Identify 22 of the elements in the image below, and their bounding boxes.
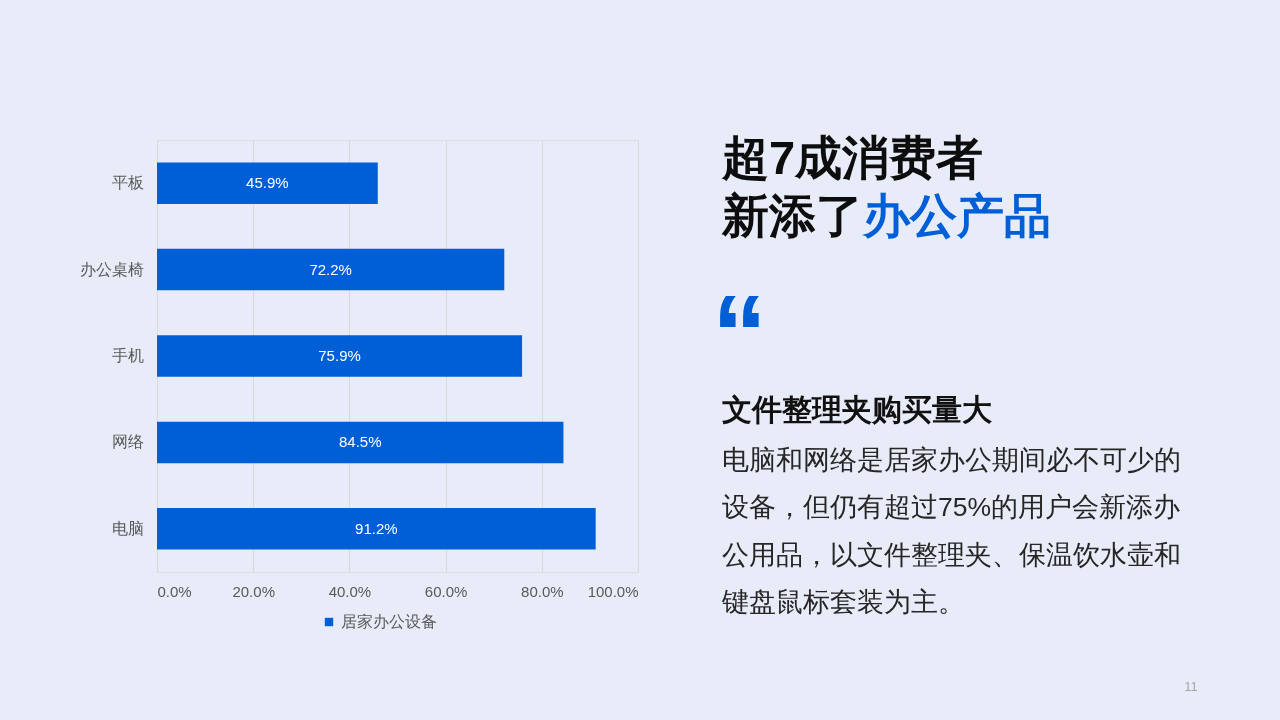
x-tick-label: 20.0% [232, 582, 275, 600]
text: 文件整理夹购买量大 [722, 393, 993, 426]
y-tick-label: 办公桌椅 [79, 260, 144, 278]
x-tick-label: 40.0% [328, 582, 372, 600]
text: “ [712, 272, 767, 395]
data-label: 91.2% [355, 519, 398, 537]
data-label: 84.5% [338, 433, 382, 451]
y-tick-label: 网络 [111, 433, 144, 451]
data-label: 72.2% [309, 260, 352, 278]
data-label: 45.9% [246, 174, 289, 192]
y-tick-label: 手机 [111, 347, 144, 364]
text: 超7成消费者新添了办公产品 [721, 131, 1051, 242]
x-tick-label: 100.0% [587, 582, 639, 600]
y-tick-label: 平板 [111, 174, 144, 192]
data-label: 75.9% [318, 347, 361, 364]
x-tick-label: 60.0% [424, 582, 468, 600]
text: 11 [1184, 679, 1198, 694]
legend-label: 居家办公设备 [341, 613, 437, 630]
x-tick-label: 0.0% [157, 582, 192, 600]
x-tick-label: 80.0% [521, 582, 564, 600]
y-tick-label: 电脑 [111, 519, 144, 537]
text: 电脑和网络是居家办公期间必不可少的设备，但仍有超过75%的用户会新添办公用品，以文件整理夹、保温饮水壶和键盘鼠标套装为主。 [721, 445, 1181, 617]
